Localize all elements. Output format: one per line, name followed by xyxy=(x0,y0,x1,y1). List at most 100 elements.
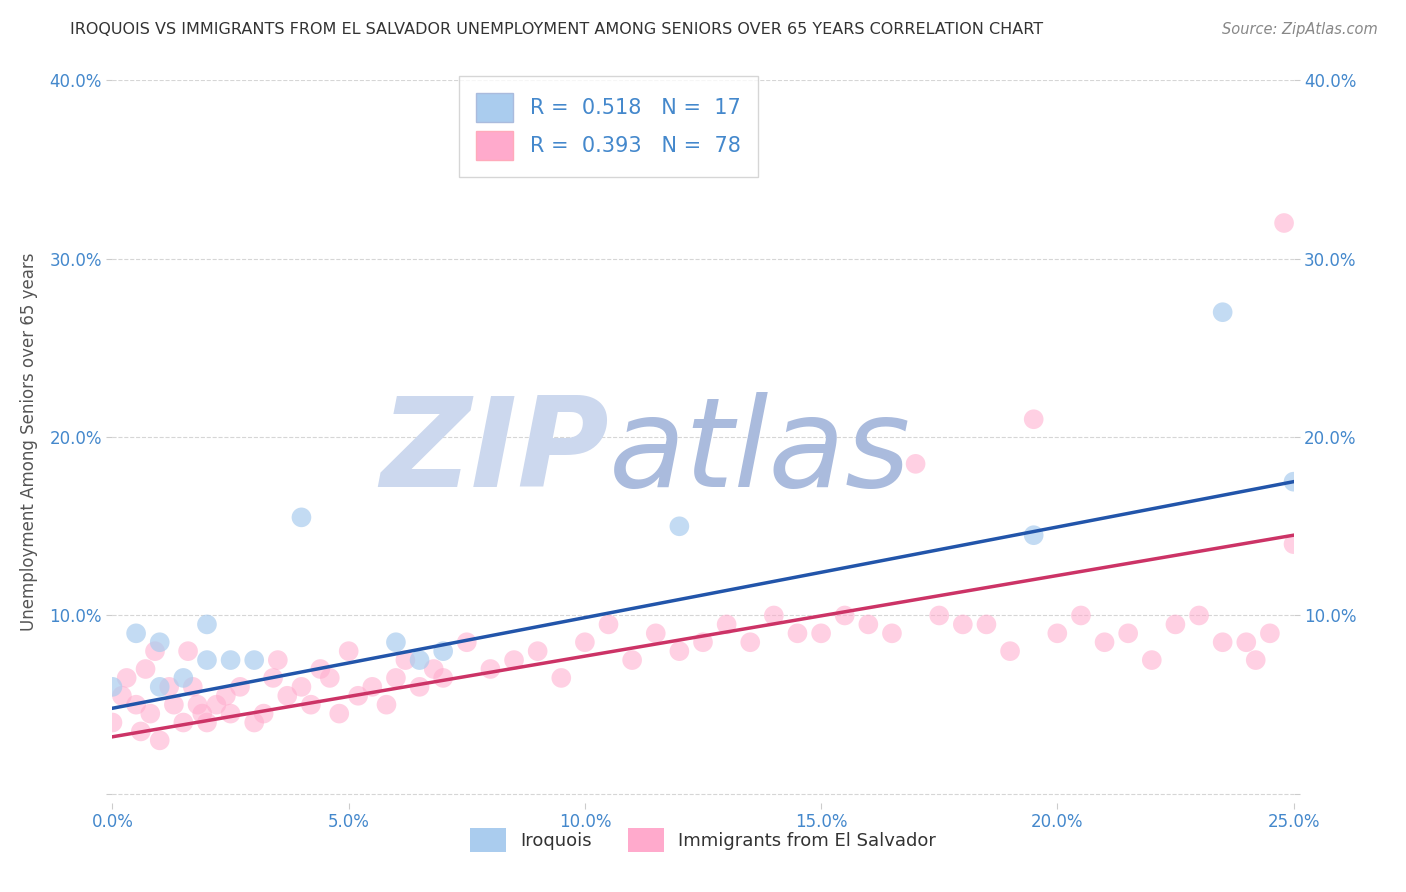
Point xyxy=(1244,653,1267,667)
Point xyxy=(149,733,172,747)
Point xyxy=(762,608,785,623)
Point xyxy=(139,706,162,721)
Point xyxy=(195,653,218,667)
Point xyxy=(550,671,572,685)
Point xyxy=(692,635,714,649)
Point xyxy=(1070,608,1092,623)
Point xyxy=(1188,608,1211,623)
Point xyxy=(163,698,186,712)
Point xyxy=(125,626,148,640)
Point xyxy=(115,671,138,685)
Point xyxy=(101,715,124,730)
Point xyxy=(952,617,974,632)
Point xyxy=(219,653,242,667)
Point xyxy=(195,715,218,730)
Point xyxy=(1282,475,1305,489)
Point xyxy=(149,635,172,649)
Point xyxy=(1272,216,1295,230)
Point xyxy=(408,680,430,694)
Point xyxy=(394,653,416,667)
Point xyxy=(101,680,124,694)
Point xyxy=(716,617,738,632)
Point xyxy=(976,617,998,632)
Point xyxy=(125,698,148,712)
Point xyxy=(432,644,454,658)
Point xyxy=(172,715,194,730)
Point xyxy=(1234,635,1257,649)
Point xyxy=(219,706,242,721)
Point xyxy=(998,644,1021,658)
Point xyxy=(186,698,208,712)
Point xyxy=(267,653,290,667)
Point xyxy=(215,689,238,703)
Point xyxy=(644,626,666,640)
Point xyxy=(337,644,360,658)
Point xyxy=(1212,635,1234,649)
Point xyxy=(181,680,204,694)
Point xyxy=(1212,305,1234,319)
Point xyxy=(243,715,266,730)
Point xyxy=(786,626,808,640)
Point xyxy=(422,662,444,676)
Point xyxy=(129,724,152,739)
Point xyxy=(408,653,430,667)
Point xyxy=(149,680,172,694)
Point xyxy=(205,698,228,712)
Text: IROQUOIS VS IMMIGRANTS FROM EL SALVADOR UNEMPLOYMENT AMONG SENIORS OVER 65 YEARS: IROQUOIS VS IMMIGRANTS FROM EL SALVADOR … xyxy=(70,22,1043,37)
Point xyxy=(880,626,903,640)
Point xyxy=(904,457,927,471)
Point xyxy=(195,617,218,632)
Text: Source: ZipAtlas.com: Source: ZipAtlas.com xyxy=(1222,22,1378,37)
Point xyxy=(1022,412,1045,426)
Point xyxy=(1258,626,1281,640)
Point xyxy=(143,644,166,658)
Text: ZIP: ZIP xyxy=(380,392,609,513)
Point xyxy=(810,626,832,640)
Point xyxy=(1164,617,1187,632)
Point xyxy=(299,698,322,712)
Point xyxy=(361,680,384,694)
Point xyxy=(290,510,312,524)
Point xyxy=(253,706,276,721)
Point xyxy=(1140,653,1163,667)
Y-axis label: Unemployment Among Seniors over 65 years: Unemployment Among Seniors over 65 years xyxy=(21,252,38,631)
Point xyxy=(276,689,298,703)
Point xyxy=(668,519,690,533)
Point xyxy=(858,617,880,632)
Point xyxy=(319,671,342,685)
Point xyxy=(385,635,408,649)
Point xyxy=(229,680,252,694)
Point xyxy=(432,671,454,685)
Point xyxy=(456,635,478,649)
Point xyxy=(347,689,370,703)
Point xyxy=(740,635,762,649)
Point xyxy=(1116,626,1139,640)
Text: atlas: atlas xyxy=(609,392,911,513)
Point xyxy=(172,671,194,685)
Point xyxy=(328,706,350,721)
Legend: Iroquois, Immigrants from El Salvador: Iroquois, Immigrants from El Salvador xyxy=(463,822,943,859)
Point xyxy=(479,662,502,676)
Point xyxy=(243,653,266,667)
Point xyxy=(290,680,312,694)
Point xyxy=(385,671,408,685)
Point xyxy=(503,653,526,667)
Point xyxy=(1282,537,1305,551)
Point xyxy=(191,706,214,721)
Point xyxy=(262,671,284,685)
Point xyxy=(111,689,134,703)
Point xyxy=(157,680,180,694)
Point xyxy=(135,662,157,676)
Point xyxy=(598,617,620,632)
Point xyxy=(177,644,200,658)
Point xyxy=(621,653,644,667)
Point xyxy=(526,644,548,658)
Point xyxy=(309,662,332,676)
Point xyxy=(574,635,596,649)
Point xyxy=(834,608,856,623)
Point xyxy=(375,698,398,712)
Point xyxy=(928,608,950,623)
Point xyxy=(1022,528,1045,542)
Point xyxy=(668,644,690,658)
Point xyxy=(1046,626,1069,640)
